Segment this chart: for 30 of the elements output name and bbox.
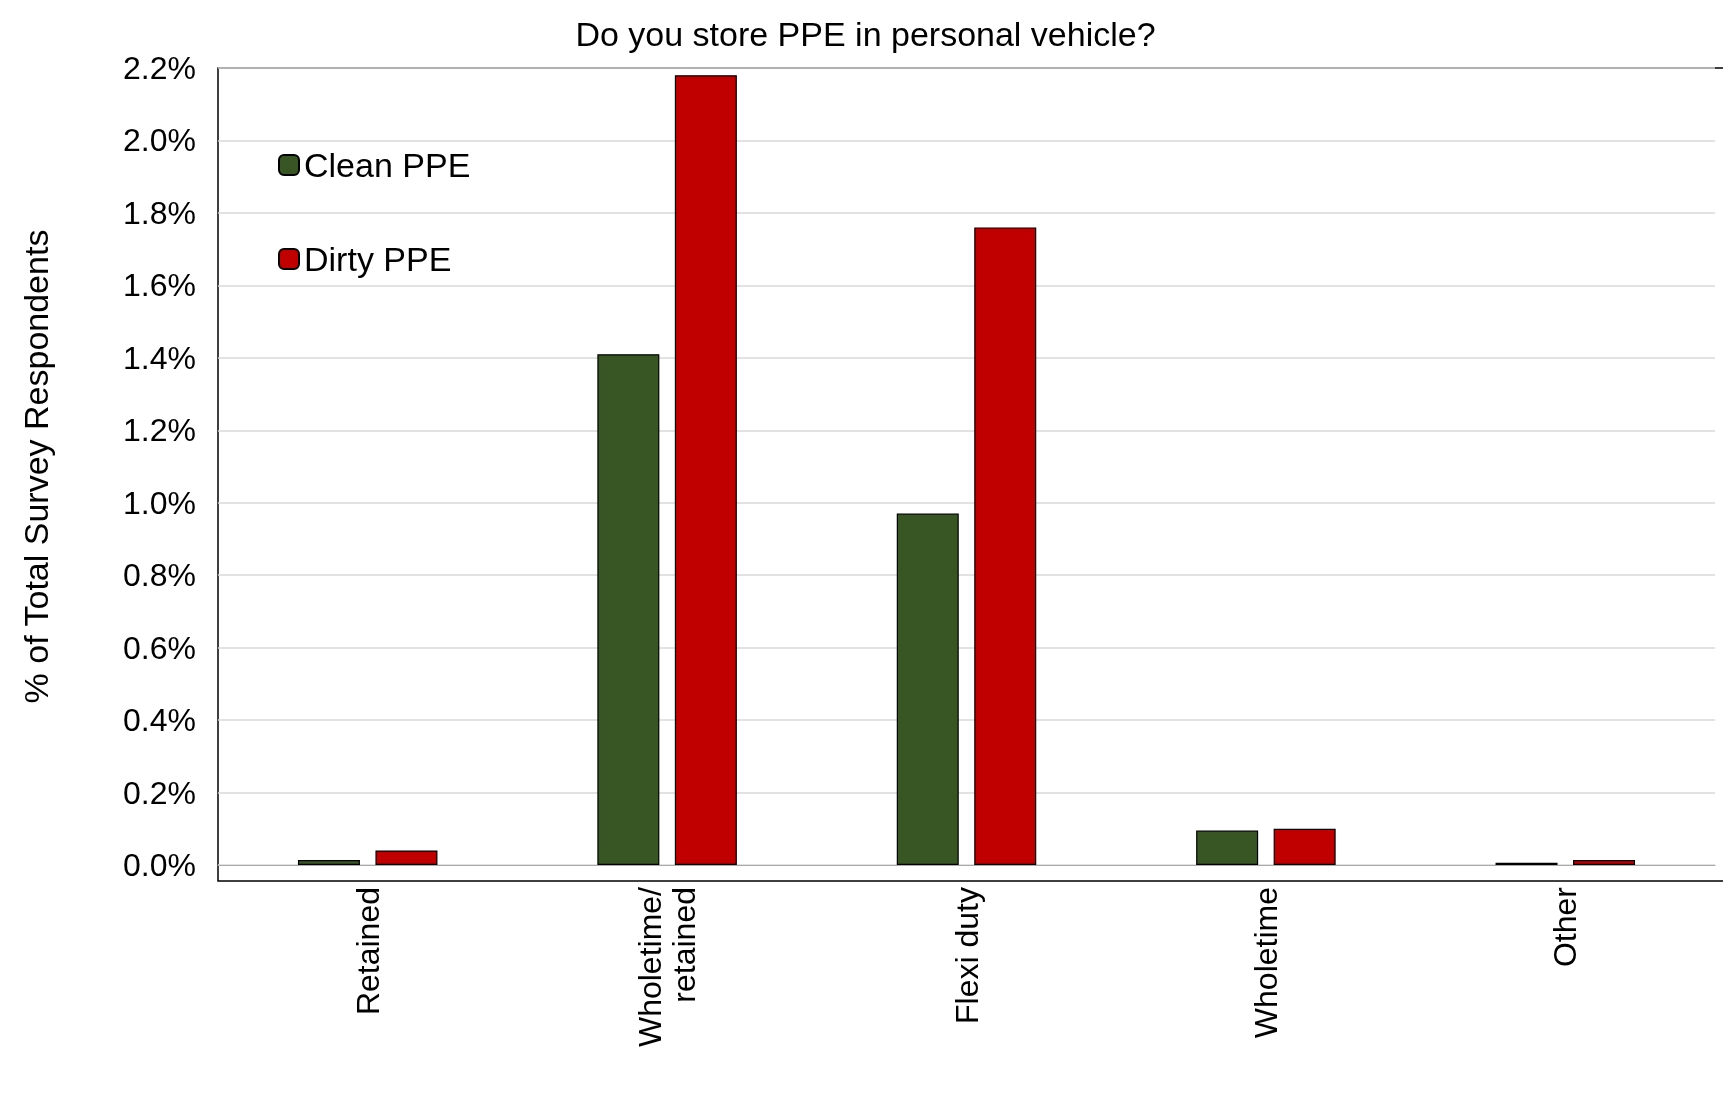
bar [297, 859, 360, 865]
bar [1273, 828, 1336, 865]
y-tick-label: 0.2% [123, 774, 196, 811]
x-tick-label: Flexi duty [948, 887, 985, 1024]
y-tick-label: 2.2% [123, 50, 196, 86]
bar [597, 354, 660, 865]
y-tick-label: 1.0% [123, 484, 196, 521]
y-tick-label: 0.8% [123, 557, 196, 594]
x-tick-label: Wholetime/ retained [632, 886, 703, 1048]
legend-label: Clean PPE [304, 146, 471, 184]
y-tick-label: 2.0% [123, 122, 196, 159]
y-tick-label: 0.0% [123, 847, 196, 883]
x-tick-label: Other [1547, 886, 1584, 968]
legend-label: Dirty PPE [304, 240, 452, 278]
x-tick-label: Retained [349, 887, 386, 1016]
y-tick-label: 1.6% [123, 267, 196, 304]
bar [974, 227, 1037, 865]
bar [375, 850, 438, 865]
y-tick-label: 0.4% [123, 702, 196, 739]
bar [896, 513, 959, 865]
bar [674, 75, 737, 865]
y-tick-label: 1.4% [123, 339, 196, 376]
y-tick-label: 1.2% [123, 412, 196, 449]
y-tick-label: 1.8% [123, 194, 196, 231]
y-tick-label: 0.6% [123, 629, 196, 666]
chart-title: Do you store PPE in personal vehicle? [575, 15, 1156, 53]
x-tick-label: Wholetime [1247, 887, 1284, 1039]
y-axis-title: % of Total Survey Respondents [17, 229, 55, 704]
bar [1573, 859, 1636, 865]
bar [1196, 830, 1259, 865]
